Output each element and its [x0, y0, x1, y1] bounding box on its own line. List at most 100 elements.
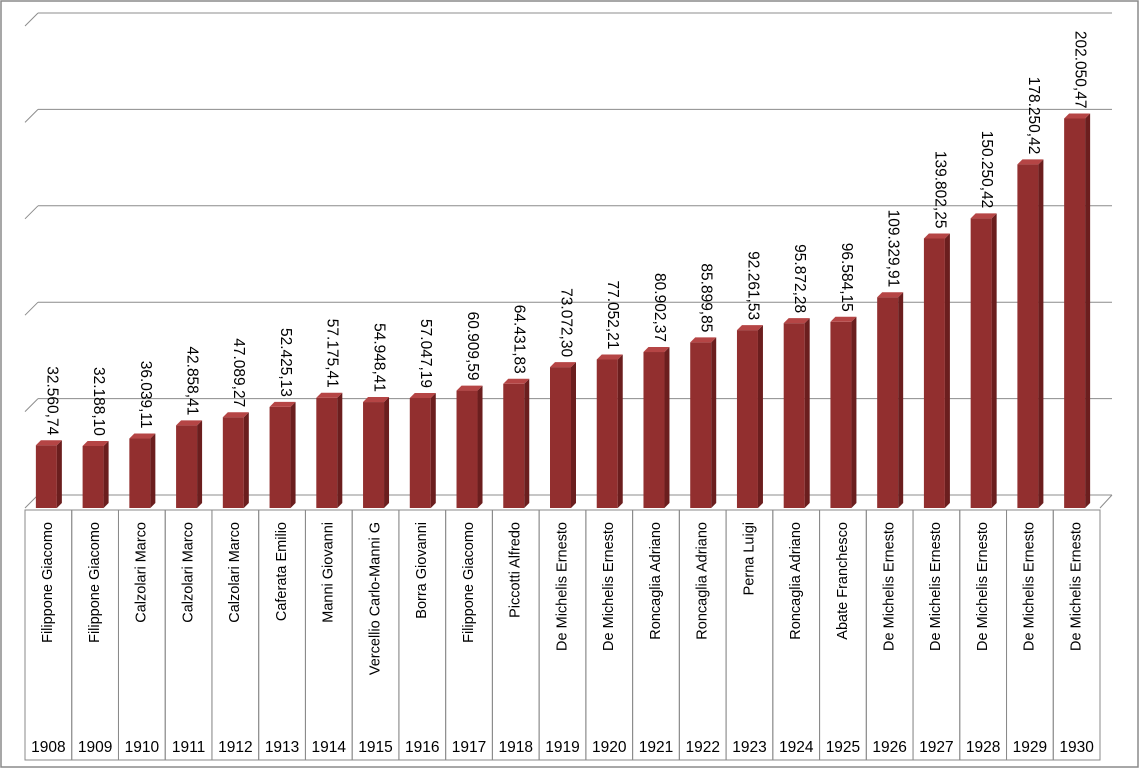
year-tick-label: 1917: [452, 739, 486, 756]
category-name-label: De Michelis Ernesto: [928, 522, 944, 651]
bar: [503, 378, 530, 508]
data-label: 57.047,19: [417, 319, 434, 388]
data-label: 178.250,42: [1025, 77, 1042, 155]
year-tick-label: 1923: [732, 739, 766, 756]
category-cell: Filippone Giacomo 1909: [71, 509, 119, 761]
category-cell: Abate Franchesco 1925: [819, 509, 867, 761]
data-label: 54.948,41: [370, 323, 387, 392]
category-cell: Calzolari Marco 1912: [211, 509, 260, 761]
bar: [82, 440, 109, 508]
data-label: 85.899,85: [698, 263, 715, 332]
bar: [783, 318, 810, 508]
category-name-label: Borra Giovanni: [414, 522, 430, 619]
data-label: 95.872,28: [791, 244, 808, 313]
category-name-label: Filippone Giacomo: [461, 522, 477, 643]
bar: [550, 362, 576, 508]
bar: [970, 213, 997, 508]
category-cell: Calzolari Marco 1911: [164, 509, 213, 761]
category-table: Filippone Giacomo 1908 Filippone Giacomo 19…: [24, 509, 1101, 761]
data-label: 47.089,27: [230, 338, 247, 407]
category-cell: Filippone Giacomo 1917: [445, 509, 493, 761]
bar: [222, 412, 249, 508]
year-tick-label: 1913: [265, 739, 299, 756]
bar: [923, 233, 950, 509]
category-name-label: Abate Franchesco: [835, 522, 851, 640]
category-cell: Filippone Giacomo 1908: [24, 509, 73, 761]
data-label: 92.261,53: [744, 251, 761, 320]
year-tick-label: 1914: [312, 739, 347, 756]
category-name-label: Roncaglia Adriano: [788, 522, 804, 640]
category-cell: De Michelis Ernesto 1930: [1052, 509, 1101, 761]
year-tick-label: 1912: [218, 739, 252, 756]
bar: [176, 420, 203, 508]
category-name-label: Calzolari Marco: [134, 522, 150, 623]
year-tick-label: 1919: [545, 739, 579, 756]
category-name-label: Calzolari Marco: [180, 522, 196, 623]
year-tick-label: 1930: [1059, 739, 1094, 756]
category-name-label: Vercellio Carlo-Manni G: [367, 522, 383, 675]
year-tick-label: 1927: [919, 739, 953, 756]
year-tick-label: 1925: [826, 739, 860, 756]
bar: [1064, 113, 1091, 509]
data-label: 202.050,47: [1072, 31, 1089, 109]
category-name-label: De Michelis Ernesto: [601, 522, 617, 651]
year-tick-label: 1924: [779, 739, 814, 756]
category-name-label: Roncaglia Adriano: [648, 522, 664, 640]
year-tick-label: 1909: [78, 739, 112, 756]
year-tick-label: 1915: [358, 739, 392, 756]
category-name-label: De Michelis Ernesto: [1022, 522, 1038, 651]
category-cell: Piccotti Alfredo 1918: [491, 509, 540, 761]
category-name-label: Caferata Emilio: [274, 522, 290, 621]
bar: [736, 325, 763, 508]
data-label: 57.175,41: [324, 319, 341, 388]
category-cell: Roncaglia Adriano 1921: [632, 509, 680, 761]
gridline: [24, 205, 1112, 220]
bar: [363, 397, 390, 508]
category-cell: De Michelis Ernesto 1929: [1006, 509, 1054, 761]
category-cell: De Michelis Ernesto 1919: [538, 509, 587, 761]
year-tick-label: 1918: [499, 739, 533, 756]
bar: [409, 393, 436, 508]
category-cell: De Michelis Ernesto 1926: [865, 509, 914, 761]
gridline: [24, 12, 1112, 27]
category-cell: De Michelis Ernesto 1920: [585, 509, 634, 761]
category-name-label: Piccotti Alfredo: [508, 522, 524, 618]
data-label: 80.902,37: [651, 273, 668, 342]
year-tick-label: 1922: [685, 739, 719, 756]
year-tick-label: 1910: [125, 739, 160, 756]
category-name-label: De Michelis Ernesto: [975, 522, 991, 651]
bar: [830, 316, 857, 508]
year-tick-label: 1928: [966, 739, 1000, 756]
year-tick-label: 1926: [872, 739, 906, 756]
category-name-label: Roncaglia Adriano: [695, 522, 711, 640]
category-cell: Roncaglia Adriano 1924: [772, 509, 821, 761]
data-label: 77.052,21: [604, 280, 621, 349]
bar: [316, 392, 343, 508]
category-cell: Vercellio Carlo-Manni G 1915: [351, 509, 400, 761]
gridline: [24, 108, 1112, 123]
data-label: 52.425,13: [277, 328, 294, 397]
category-name-label: De Michelis Ernesto: [882, 522, 898, 651]
bar: [643, 347, 670, 508]
category-cell: De Michelis Ernesto 1928: [959, 509, 1008, 761]
bar: [596, 354, 623, 508]
category-cell: Caferata Emilio 1913: [258, 509, 306, 761]
category-cell: Calzolari Marco 1910: [117, 509, 166, 761]
data-label: 32.188,10: [90, 367, 107, 436]
category-cell: Borra Giovanni 1916: [398, 509, 447, 761]
bar: [269, 401, 296, 508]
data-label: 96.584,15: [838, 243, 855, 312]
year-tick-label: 1929: [1013, 739, 1047, 756]
data-label: 109.329,91: [885, 210, 902, 288]
category-cell: De Michelis Ernesto 1927: [912, 509, 961, 761]
category-name-label: De Michelis Ernesto: [554, 522, 570, 651]
category-name-label: Filippone Giacomo: [40, 522, 56, 643]
data-label: 36.039,11: [137, 361, 154, 429]
bars: [35, 113, 1091, 509]
data-label: 32.560,74: [43, 366, 60, 435]
floor-edge: [1099, 494, 1113, 509]
category-name-label: Manni Giovanni: [321, 522, 337, 623]
data-label: 42.858,41: [183, 346, 200, 415]
